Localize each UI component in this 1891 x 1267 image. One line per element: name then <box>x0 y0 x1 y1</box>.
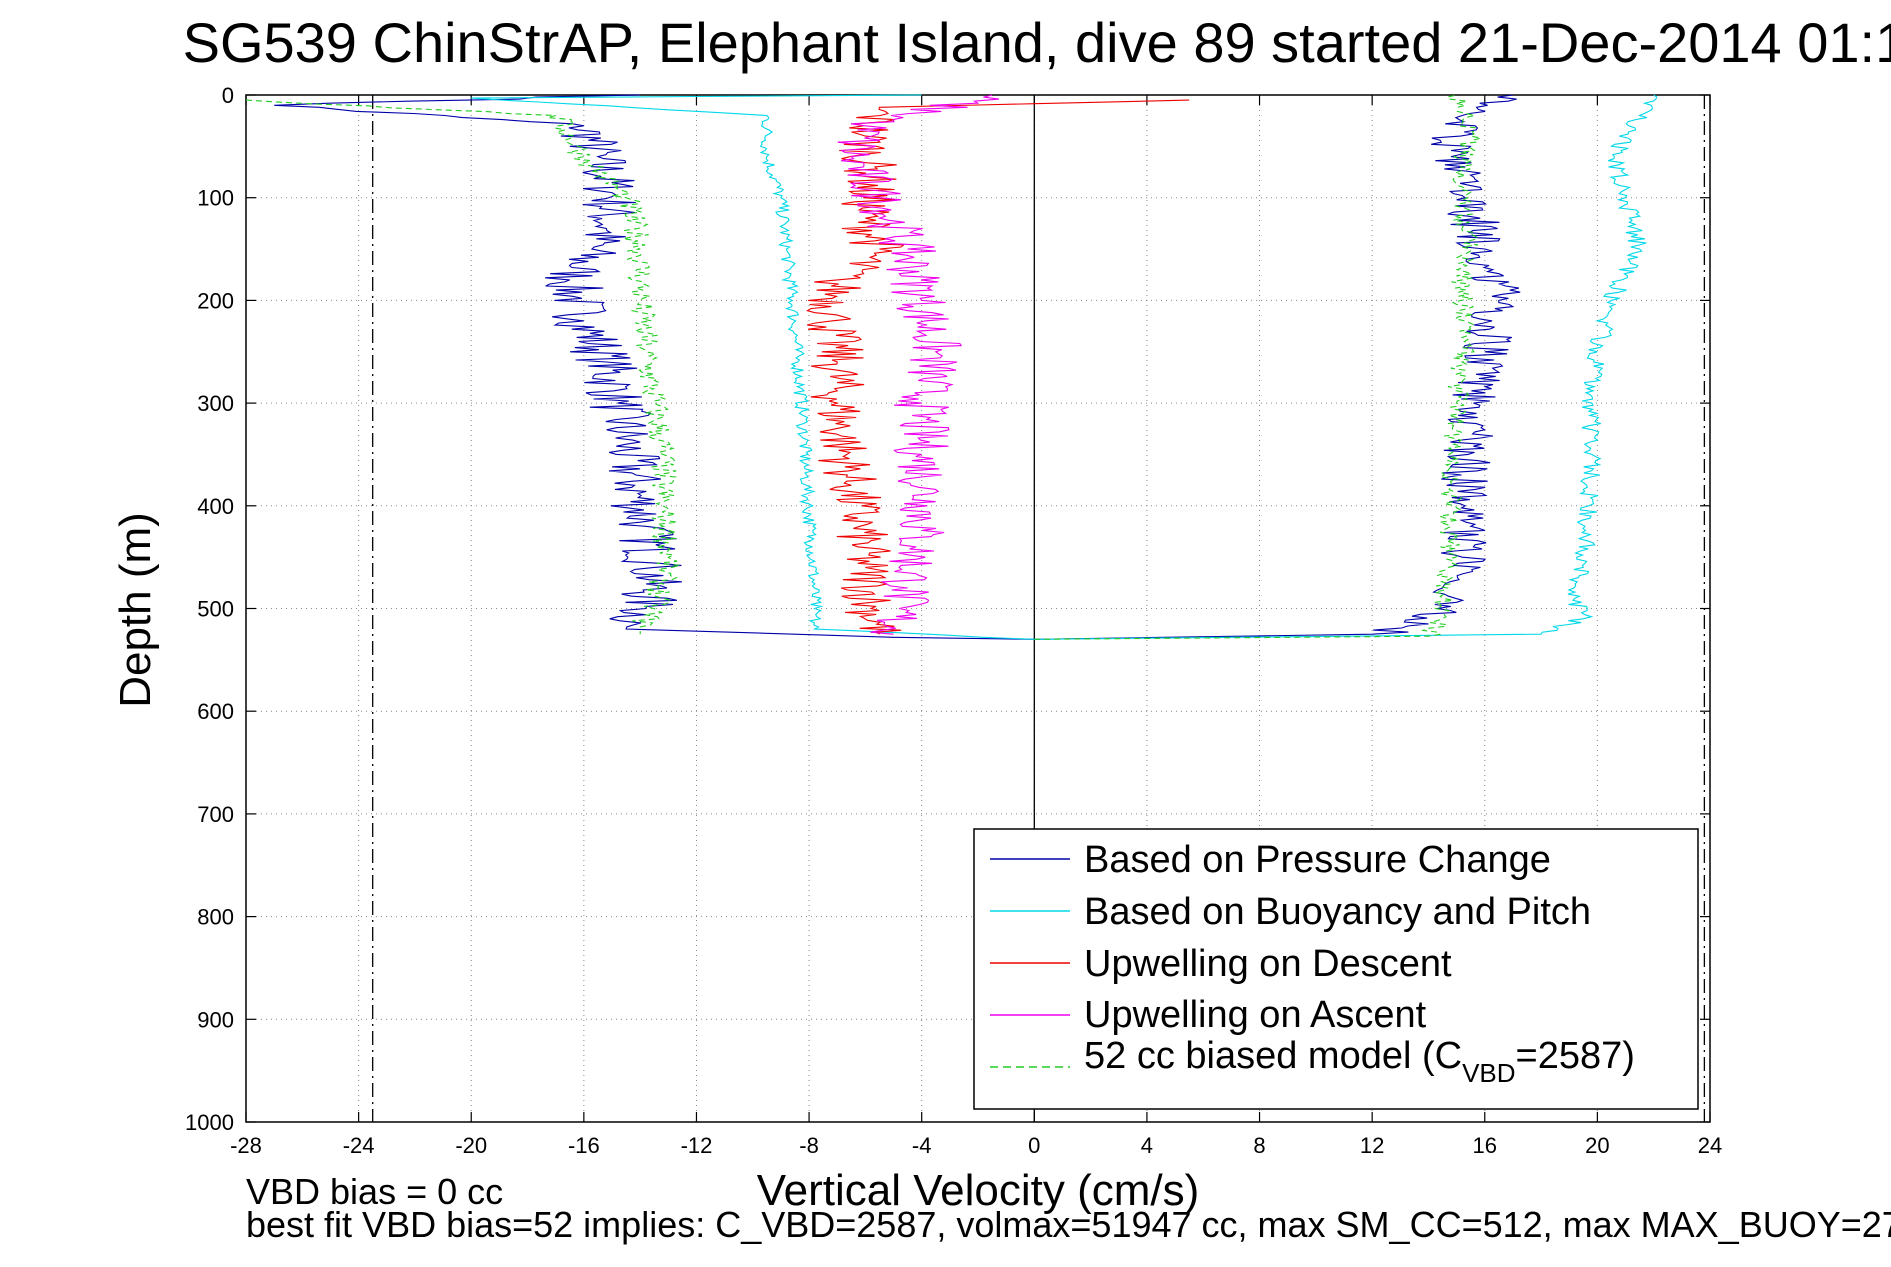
y-tick-label: 900 <box>197 1007 234 1032</box>
x-tick-label: 8 <box>1253 1133 1265 1158</box>
legend: Based on Pressure Change Based on Buoyan… <box>973 828 1699 1110</box>
x-tick-label: 0 <box>1028 1133 1040 1158</box>
y-tick-label: 800 <box>197 905 234 930</box>
y-tick-label: 100 <box>197 186 234 211</box>
x-tick-label: -16 <box>568 1133 600 1158</box>
x-tick-label: 4 <box>1141 1133 1153 1158</box>
y-tick-label: 700 <box>197 802 234 827</box>
series-line-model_ascent <box>1034 94 1482 640</box>
x-tick-label: -24 <box>343 1133 375 1158</box>
y-axis-label: Depth (m) <box>111 512 160 708</box>
legend-label-upwelling-ascent: Upwelling on Ascent <box>1084 994 1427 1036</box>
series-line-buoyancy_ascent <box>1034 94 1658 640</box>
x-tick-label: -12 <box>681 1133 713 1158</box>
x-tick-label: -8 <box>799 1133 819 1158</box>
legend-label-biased-model-main: 52 cc biased model (C <box>1084 1035 1462 1077</box>
y-ticks: 0 100 200 300 400 500 600 700 800 900 1000 <box>185 83 1710 1135</box>
x-tick-label: 24 <box>1698 1133 1722 1158</box>
legend-label-buoyancy: Based on Buoyancy and Pitch <box>1084 891 1591 933</box>
y-tick-label: 300 <box>197 391 234 416</box>
y-tick-label: 400 <box>197 494 234 519</box>
x-tick-label: -4 <box>912 1133 932 1158</box>
x-tick-label: 20 <box>1585 1133 1609 1158</box>
y-tick-label: 600 <box>197 699 234 724</box>
legend-box <box>973 828 1699 1110</box>
x-tick-label: 16 <box>1473 1133 1497 1158</box>
series-line-upwelling_descent <box>806 99 1190 635</box>
series-line-upwelling_ascent <box>837 94 1000 635</box>
x-tick-label: -28 <box>230 1133 262 1158</box>
x-axis-label: Vertical Velocity (cm/s) <box>757 1166 1200 1215</box>
chart-title: SG539 ChinStrAP, Elephant Island, dive 8… <box>183 11 1891 74</box>
legend-label-biased-model-sub: VBD <box>1462 1058 1515 1088</box>
series-line-model_descent <box>245 99 681 635</box>
series-lines <box>245 94 1658 640</box>
series-line-pressure_ascent <box>1034 94 1521 640</box>
legend-label-biased-model-end: =2587) <box>1516 1035 1635 1077</box>
y-tick-label: 0 <box>222 83 234 108</box>
footer-best-fit: best fit VBD bias=52 implies: C_VBD=2587… <box>246 1204 1891 1245</box>
footer-vbd-bias: VBD bias = 0 cc <box>246 1171 503 1212</box>
x-tick-label: 12 <box>1360 1133 1384 1158</box>
y-tick-label: 1000 <box>185 1110 234 1135</box>
y-tick-label: 200 <box>197 288 234 313</box>
x-tick-label: -20 <box>455 1133 487 1158</box>
series-line-buoyancy_descent <box>471 94 1035 640</box>
legend-label-upwelling-descent: Upwelling on Descent <box>1084 943 1452 985</box>
x-ticks: -28 -24 -20 -16 -12 -8 -4 0 4 8 12 16 20 24 <box>230 95 1722 1158</box>
legend-label-pressure: Based on Pressure Change <box>1084 839 1551 881</box>
legend-label-biased-model: 52 cc biased model (CVBD=2587) <box>1084 1035 1635 1088</box>
y-tick-label: 500 <box>197 597 234 622</box>
series-line-pressure_descent <box>274 94 1035 640</box>
